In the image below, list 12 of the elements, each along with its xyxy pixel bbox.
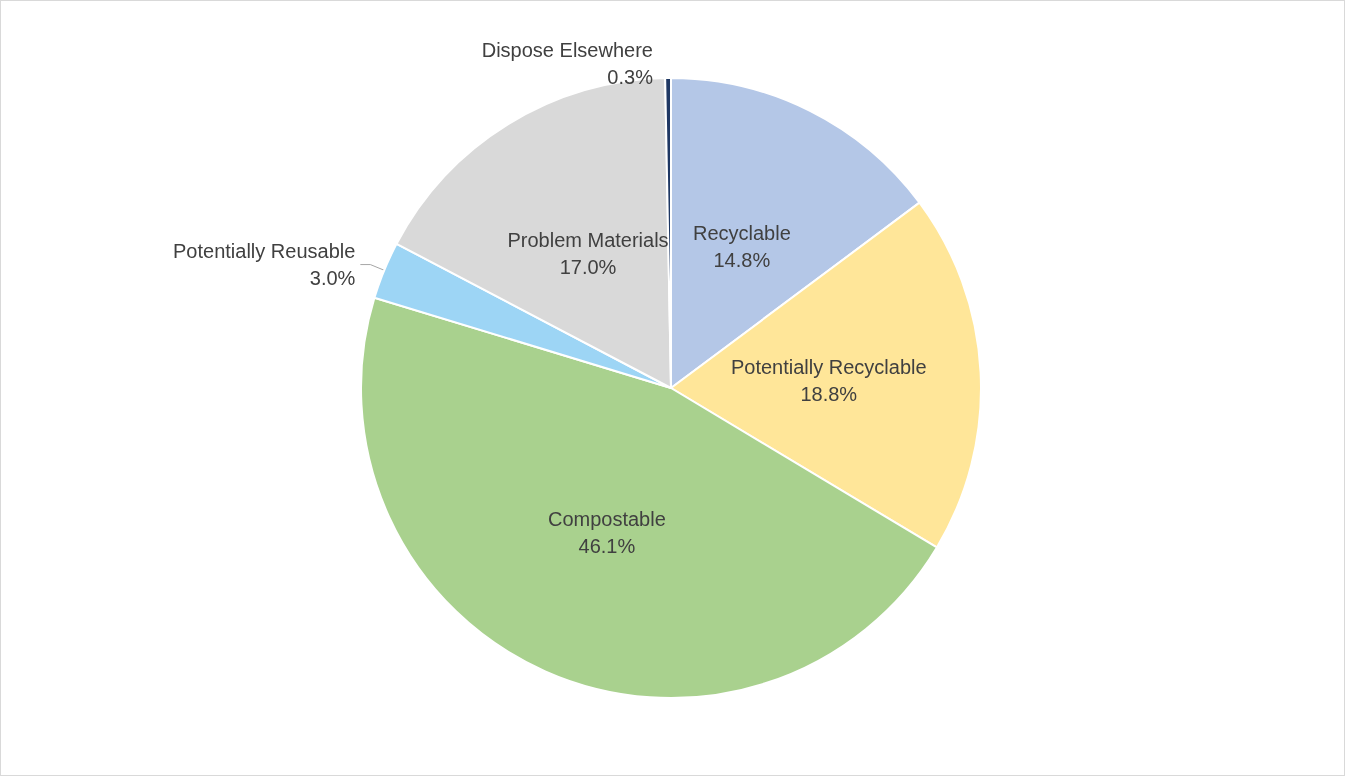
slice-label: Problem Materials: [507, 229, 669, 252]
data-label: 3.0%: [309, 267, 356, 290]
slice-label: Dispose Elsewhere: [481, 38, 653, 61]
data-label: 0.3%: [607, 65, 654, 88]
slice-label: Potentially Reusable: [173, 240, 356, 263]
data-label: 14.8%: [713, 249, 771, 272]
slice-label: Recyclable: [692, 222, 791, 245]
slice-label: Potentially Recyclable: [730, 355, 927, 378]
data-label: 46.1%: [578, 534, 636, 557]
data-label: 18.8%: [800, 382, 858, 405]
slice-label: Compostable: [547, 507, 666, 530]
data-label: 17.0%: [559, 256, 617, 279]
